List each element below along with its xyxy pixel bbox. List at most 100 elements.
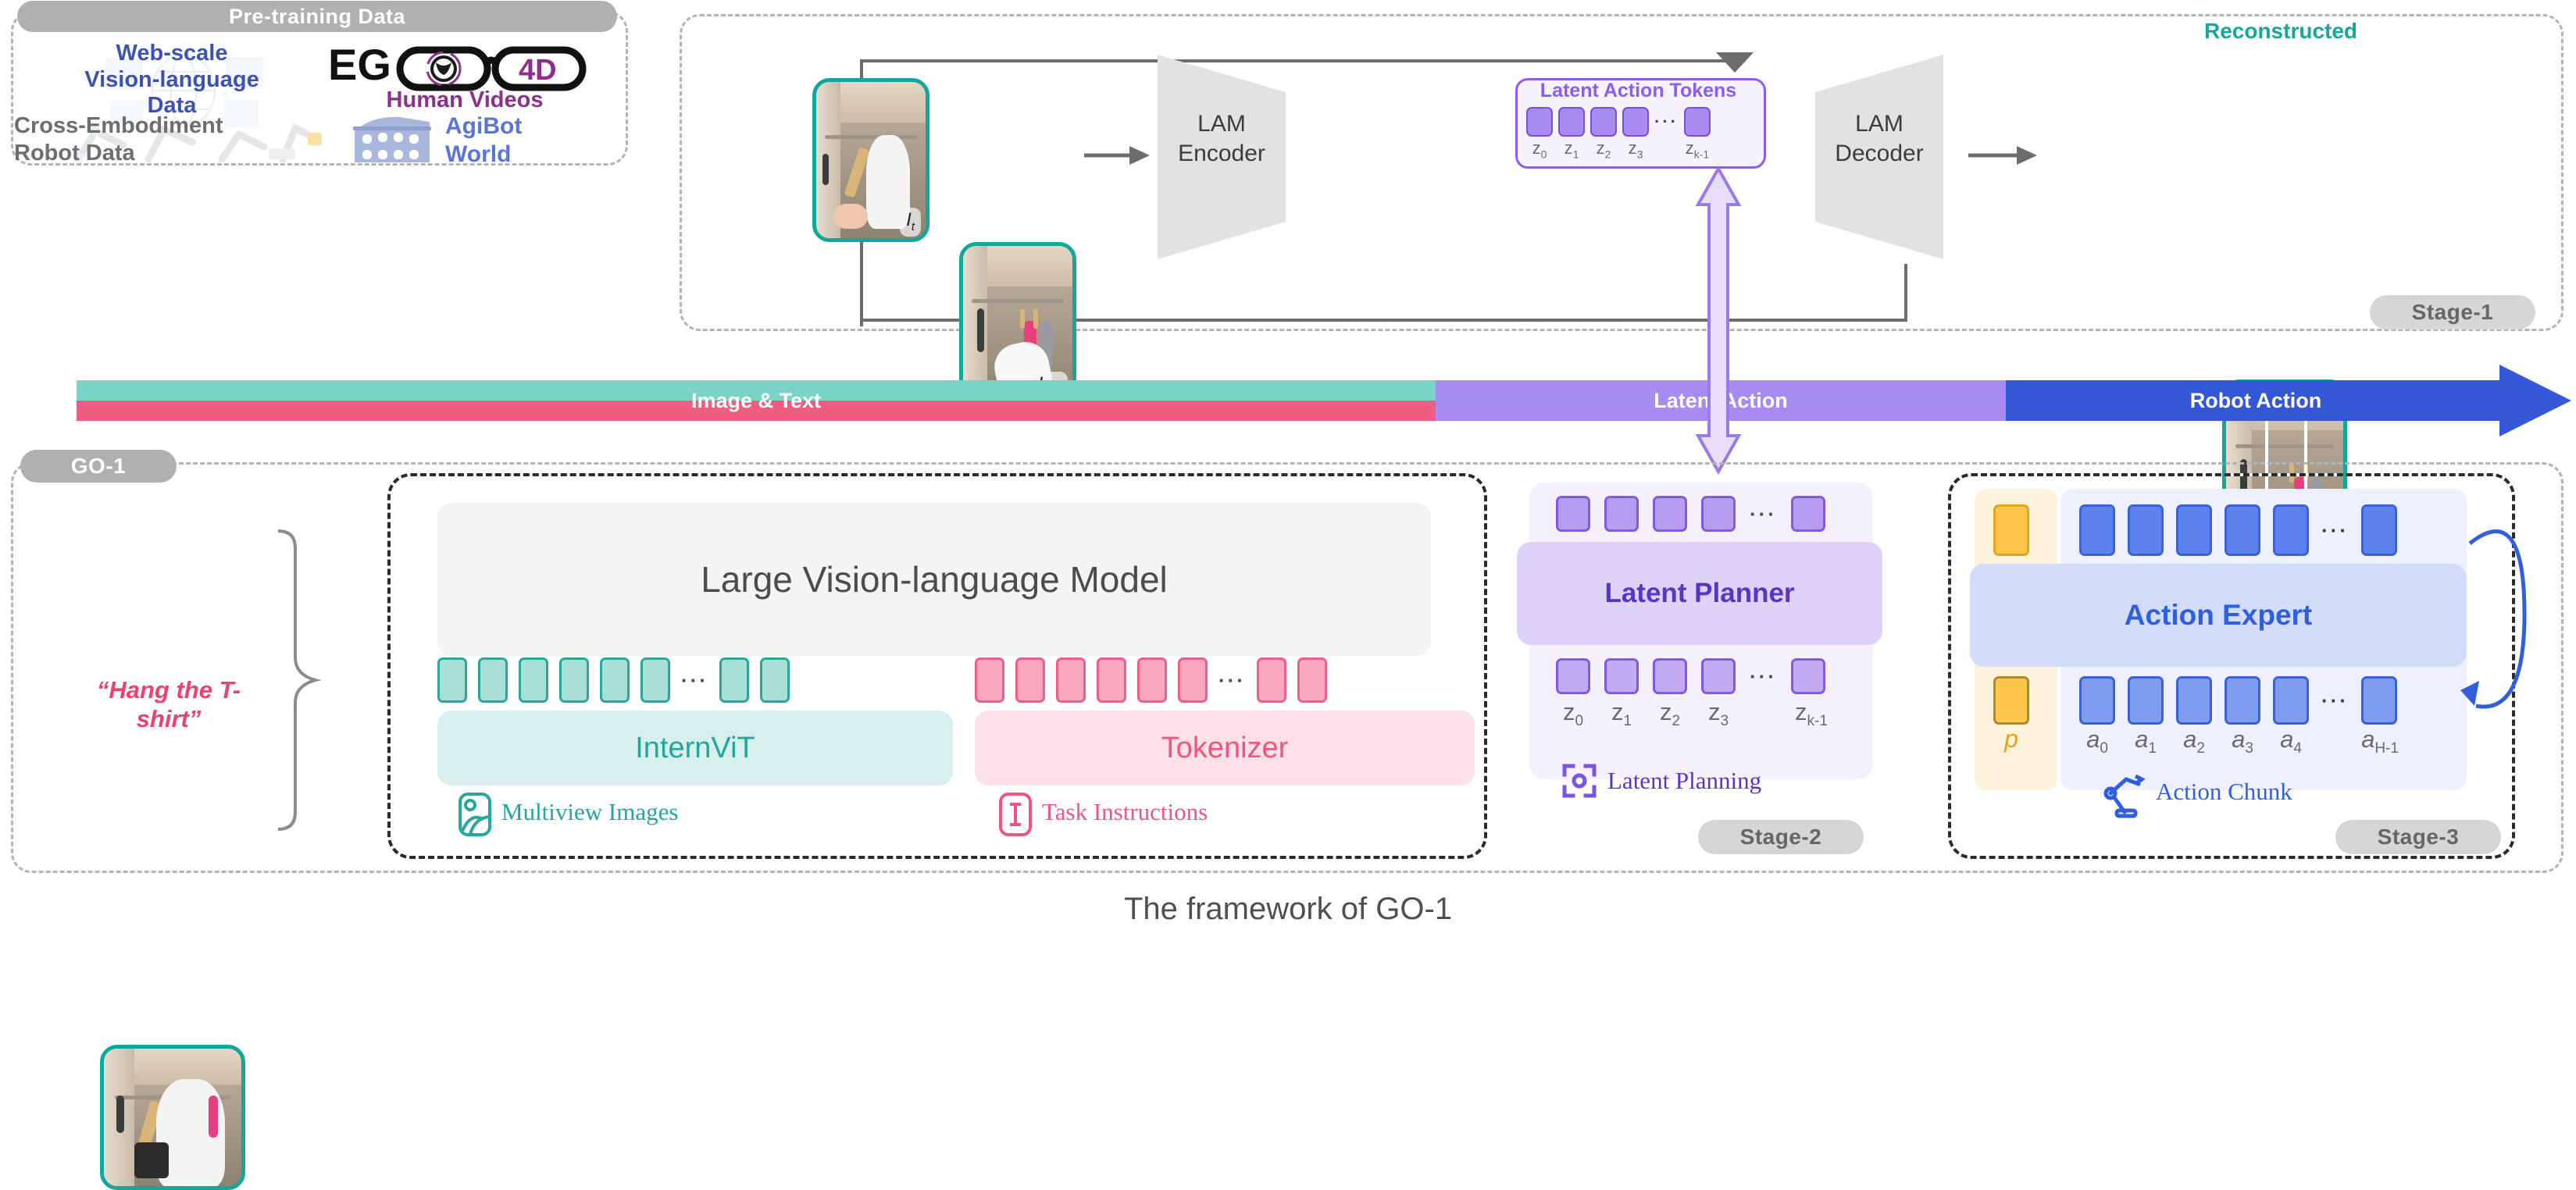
ego4d-human-videos-label: Human Videos [386, 87, 544, 112]
go1-badge-label: GO-1 [70, 454, 127, 478]
action-output-ellipsis: ··· [2321, 688, 2349, 712]
latent-planner-input-ellipsis: ··· [1750, 501, 1777, 526]
cross-embodiment-line-2: Robot Data [14, 140, 135, 166]
z-label: z3 [1707, 698, 1729, 730]
lam-decoder-line-2: Decoder [1835, 140, 1924, 166]
latent-action-token [1622, 107, 1649, 137]
go1-badge: GO-1 [20, 450, 177, 483]
vision-token-row: ··· [437, 654, 937, 706]
stage2-badge-label: Stage-2 [1739, 825, 1822, 849]
lam-encoder-label: LAM Encoder [1158, 109, 1286, 168]
action-chunk-legend-label: Action Chunk [2156, 778, 2292, 805]
flowbar-image-text-segment: Image & Text [77, 380, 1436, 421]
flowbar-arrowhead-icon [2499, 365, 2571, 436]
action-expert-output-labels: a0 a1 a2 a3 a4 aH-1 [2079, 725, 2470, 759]
z-label: zk-1 [1795, 698, 1828, 730]
go1-input-brace [277, 529, 322, 831]
lam-encoder-line-2: Encoder [1178, 140, 1265, 166]
latent-planner-output-token [1604, 658, 1639, 694]
web-scale-data-label: Web-scale Vision-language Data [23, 41, 320, 119]
pretraining-data-title: Pre-training Data [228, 4, 406, 28]
action-state-token-top [1993, 504, 2029, 556]
latent-action-tokens-title: Latent Action Tokens [1540, 80, 1737, 102]
latent-planner-output-ellipsis: ··· [1750, 664, 1777, 688]
cross-embodiment-line-1: Cross-Embodiment [14, 113, 223, 138]
latent-planner-output-token [1653, 658, 1687, 694]
vision-tokens-ellipsis: ··· [681, 668, 708, 692]
web-scale-line-2: Vision-language [84, 66, 259, 92]
action-token-output [2225, 676, 2260, 725]
a-label: a4 [2280, 725, 2302, 757]
robot-arm-icon [2103, 774, 2146, 818]
vision-token [719, 657, 749, 703]
stage1-badge: Stage-1 [2370, 295, 2535, 330]
focus-target-icon [1562, 764, 1597, 798]
latent-planner-input-token [1604, 496, 1639, 532]
z-label: z1 [1564, 137, 1579, 161]
action-token-output [2079, 676, 2115, 725]
stage1-panel [680, 14, 2564, 331]
latent-planner-output-row: ··· [1556, 657, 1859, 695]
latent-planner-output-token [1556, 658, 1590, 694]
latent-planner-module: Latent Planner [1517, 542, 1882, 645]
action-expert-loop-arrow-icon [2460, 529, 2527, 709]
vision-token [640, 657, 670, 703]
action-token-input [2176, 504, 2212, 556]
task-instructions-legend-label: Task Instructions [1042, 798, 1208, 825]
lam-encoder-line-1: LAM [1197, 111, 1246, 137]
cross-embodiment-label: Cross-Embodiment Robot Data [14, 112, 319, 167]
internvit-module: InternViT [437, 711, 953, 786]
agibot-line-1: AgiBot [445, 113, 523, 139]
tokenizer-module: Tokenizer [975, 711, 1475, 786]
agibot-colosseum-icon [353, 116, 431, 162]
text-icon [999, 793, 1032, 836]
go1-instruction: “Hang the T-shirt” [96, 676, 241, 732]
latent-action-token [1590, 107, 1617, 137]
agibot-world-label: AgiBot World [445, 112, 609, 169]
latent-planner-input-token [1556, 496, 1590, 532]
latent-planner-output-labels: z0 z1 z2 z3 zk-1 [1556, 698, 1868, 731]
tokenizer-label: Tokenizer [1161, 731, 1289, 764]
z-label: z3 [1628, 137, 1643, 161]
text-token [1097, 657, 1126, 703]
latent-planning-legend-label: Latent Planning [1607, 767, 1762, 794]
action-state-label: p [2004, 725, 2018, 753]
action-input-ellipsis: ··· [2321, 518, 2349, 542]
latent-action-token [1558, 107, 1585, 137]
vision-token [478, 657, 508, 703]
action-token-input [2360, 504, 2397, 556]
vision-token [600, 657, 630, 703]
internvit-label: InternViT [635, 731, 755, 764]
z-label: z1 [1611, 698, 1632, 730]
a-label: a1 [2135, 725, 2157, 757]
z-label: z0 [1562, 698, 1584, 730]
latent-action-link-arrow-icon [1695, 165, 1742, 476]
text-token [1256, 657, 1286, 703]
a-label: a0 [2086, 725, 2108, 757]
action-token-input [2079, 504, 2115, 556]
svg-text:EG: EG [328, 40, 391, 89]
z-label: z2 [1659, 698, 1681, 730]
latent-planner-label: Latent Planner [1604, 578, 1795, 608]
ego4d-logo-icon: EG 4D [328, 40, 587, 91]
latent-planner-input-token [1653, 496, 1687, 532]
latent-action-tokens-ellipsis: ··· [1654, 112, 1679, 131]
multiview-images-legend-label: Multiview Images [501, 798, 679, 825]
vlm-panel [387, 473, 1487, 859]
decoder-to-reconstructed-arrow-icon [1968, 146, 2037, 165]
a-label: a3 [2232, 725, 2253, 757]
go1-observation-photo [100, 1045, 245, 1190]
frames-to-encoder-arrow-icon [1084, 146, 1150, 165]
image-icon [458, 793, 491, 836]
flowbar-robot-action-segment: Robot Action [2006, 380, 2506, 421]
latent-action-tokens-labels: z0 z1 z2 z3 zk-1 [1526, 137, 1753, 161]
latent-planner-input-token [1790, 496, 1825, 532]
vision-token [559, 657, 589, 703]
go1-panel [11, 462, 2564, 873]
z-label: z2 [1596, 137, 1611, 161]
action-token-output [2360, 676, 2397, 725]
vision-token [437, 657, 467, 703]
lam-decoder-shape [1815, 55, 1943, 259]
text-token [1178, 657, 1208, 703]
latent-action-tokens-row: ··· [1526, 106, 1753, 137]
